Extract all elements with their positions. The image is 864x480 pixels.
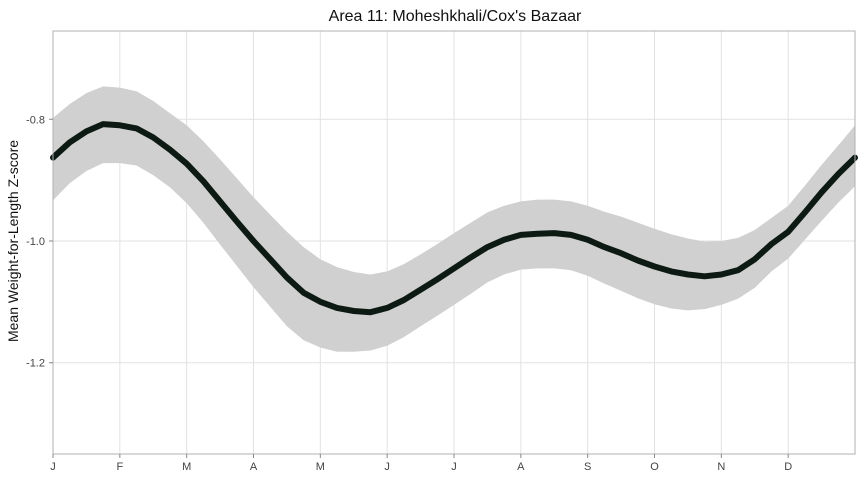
plot-area: J F M A M J J A S O N D -0.8 -1.0 -1.2 bbox=[26, 30, 858, 473]
x-tick-label: F bbox=[116, 461, 123, 473]
y-axis-label: Mean Weight-for-Length Z-score bbox=[5, 140, 21, 342]
chart-title: Area 11: Moheshkhali/Cox's Bazaar bbox=[329, 8, 582, 25]
y-tick-label: -0.8 bbox=[26, 114, 45, 126]
x-tick-label: O bbox=[650, 461, 659, 473]
x-tick-label: M bbox=[182, 461, 191, 473]
x-tick-label: J bbox=[50, 461, 56, 473]
x-tick-label: M bbox=[316, 461, 325, 473]
x-tick-label: A bbox=[250, 461, 258, 473]
x-tick-label: J bbox=[384, 461, 390, 473]
y-tick-label: -1.2 bbox=[26, 358, 45, 370]
confidence-band bbox=[53, 86, 855, 352]
x-tick-label: N bbox=[717, 461, 725, 473]
y-tick-label: -1.0 bbox=[26, 236, 45, 248]
x-tick-label: D bbox=[784, 461, 792, 473]
series-line bbox=[50, 121, 858, 316]
x-tick-label: J bbox=[451, 461, 457, 473]
x-tick-label: A bbox=[517, 461, 525, 473]
x-tick-label: S bbox=[584, 461, 591, 473]
